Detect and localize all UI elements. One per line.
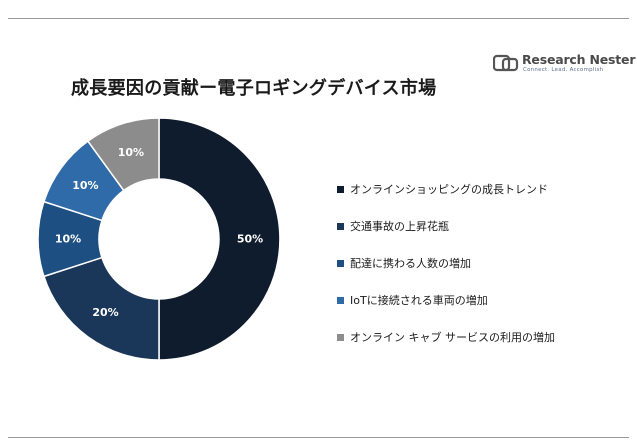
legend-swatch bbox=[337, 185, 344, 193]
slice-label-2: 20% bbox=[92, 306, 118, 319]
donut-slice-2 bbox=[42, 256, 160, 361]
legend-label: 交通事故の上昇花瓶 bbox=[350, 220, 449, 233]
donut-slice-5 bbox=[86, 117, 160, 192]
legend-label: 配達に携わる人数の増加 bbox=[350, 257, 471, 270]
bottom-rule bbox=[8, 437, 629, 438]
legend-item-2: 交通事故の上昇花瓶 bbox=[337, 217, 555, 235]
top-rule bbox=[8, 18, 629, 19]
slice-label-1: 50% bbox=[237, 233, 263, 246]
legend-item-3: 配達に携わる人数の増加 bbox=[337, 254, 555, 272]
slice-label-4: 10% bbox=[72, 179, 98, 192]
slice-label-3: 10% bbox=[55, 233, 81, 246]
legend-swatch bbox=[337, 259, 344, 267]
brand-tagline: Connect. Lead. Accomplish bbox=[523, 67, 604, 73]
research-nester-logo-icon bbox=[493, 54, 519, 72]
legend-item-4: IoTに接続される車両の増加 bbox=[337, 291, 555, 309]
legend-label: IoTに接続される車両の増加 bbox=[350, 294, 488, 307]
legend-item-5: オンライン キャブ サービスの利用の増加 bbox=[337, 328, 555, 346]
legend-item-1: オンラインショッピングの成長トレンド bbox=[337, 180, 555, 198]
brand-name: Research Nester bbox=[522, 52, 636, 67]
legend-swatch bbox=[337, 222, 344, 230]
legend-label: オンラインショッピングの成長トレンド bbox=[350, 183, 548, 196]
legend-label: オンライン キャブ サービスの利用の増加 bbox=[350, 331, 555, 344]
chart-legend: オンラインショッピングの成長トレンド 交通事故の上昇花瓶配達に携わる人数の増加 Io… bbox=[337, 180, 555, 365]
legend-swatch bbox=[337, 296, 344, 304]
chart-title: 成長要因の貢献ー電子ロギングデバイス市場 bbox=[71, 78, 437, 99]
legend-swatch bbox=[337, 333, 344, 341]
brand-logo: Research Nester Connect. Lead. Accomplis… bbox=[493, 48, 636, 80]
donut-slice-1 bbox=[158, 117, 281, 361]
slice-label-5: 10% bbox=[118, 146, 144, 159]
